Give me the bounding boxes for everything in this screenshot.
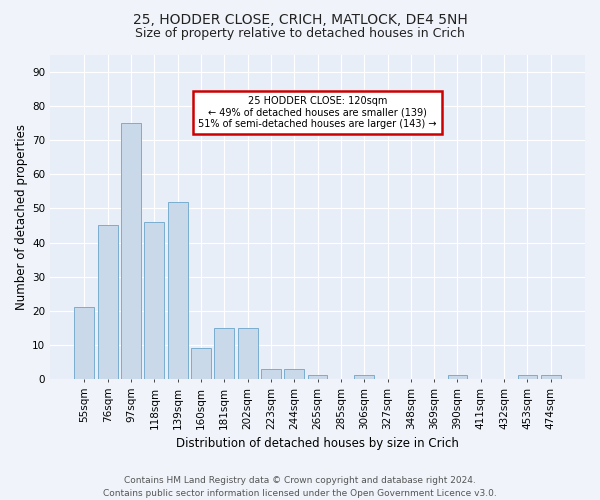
Bar (308, 376, 328, 379)
Bar (191, 348, 211, 379)
Bar (355, 376, 374, 379)
Text: 25 HODDER CLOSE: 120sqm
← 49% of detached houses are smaller (139)
51% of semi-d: 25 HODDER CLOSE: 120sqm ← 49% of detache… (199, 96, 437, 129)
Bar (238, 328, 257, 379)
Bar (261, 368, 281, 379)
Bar (145, 222, 164, 379)
Bar (214, 328, 234, 379)
Bar (168, 202, 188, 379)
Bar (518, 376, 538, 379)
Y-axis label: Number of detached properties: Number of detached properties (15, 124, 28, 310)
Bar (448, 376, 467, 379)
Text: Size of property relative to detached houses in Crich: Size of property relative to detached ho… (135, 28, 465, 40)
Bar (98, 226, 118, 379)
Text: Contains HM Land Registry data © Crown copyright and database right 2024.
Contai: Contains HM Land Registry data © Crown c… (103, 476, 497, 498)
X-axis label: Distribution of detached houses by size in Crich: Distribution of detached houses by size … (176, 437, 459, 450)
Bar (284, 368, 304, 379)
Bar (541, 376, 560, 379)
Bar (121, 123, 141, 379)
Text: 25, HODDER CLOSE, CRICH, MATLOCK, DE4 5NH: 25, HODDER CLOSE, CRICH, MATLOCK, DE4 5N… (133, 12, 467, 26)
Bar (74, 308, 94, 379)
